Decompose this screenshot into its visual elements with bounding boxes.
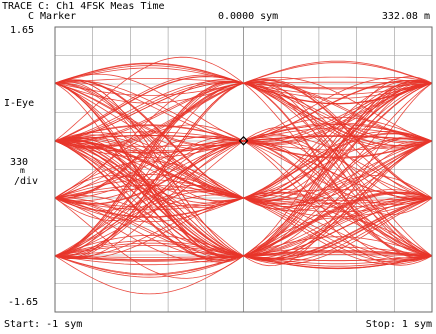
marker-label: C Marker <box>28 11 77 22</box>
y-top-label: 1.65 <box>10 25 35 36</box>
marker-diamond-icon <box>238 135 249 146</box>
scale-per-div: /div <box>14 176 39 187</box>
marker-x-readout: 0.0000 sym <box>218 11 279 22</box>
eye-trace-path <box>54 140 433 258</box>
marker-layer <box>238 135 249 146</box>
eye-trace-path <box>54 79 433 259</box>
scale-unit: m <box>20 166 25 175</box>
trace-name-label: I-Eye <box>4 98 35 109</box>
eye-trace-path <box>54 191 433 257</box>
plot-frame <box>54 26 433 313</box>
trace-title: TRACE C: Ch1 4FSK Meas Time <box>2 1 165 12</box>
eye-trace-path <box>54 135 433 199</box>
start-label: Start: -1 sym <box>4 319 83 330</box>
plot-grid <box>55 27 432 312</box>
marker-y-readout: 332.08 m <box>381 11 430 22</box>
y-bottom-label: -1.65 <box>8 297 39 308</box>
scale-value: 330 <box>10 157 29 168</box>
stop-label: Stop: 1 sym <box>365 319 432 330</box>
eye-traces <box>54 56 433 295</box>
